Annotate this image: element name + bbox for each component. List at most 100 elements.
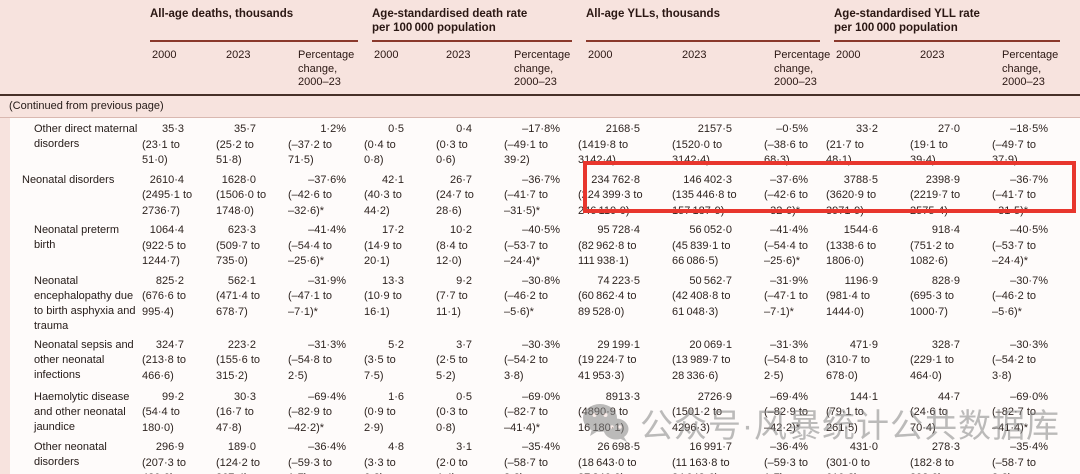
data-cell: 471·9 (310·7 to 678·0) [824,334,908,386]
cell-ci-low: (0·9 to [364,406,396,418]
watermark-text: 公众号·风暴统计公共数据库 [640,407,1060,444]
data-cell: 50 562·7 (42 408·8 to 61 048·3) [670,270,762,334]
cell-ci-low: (–58·7 to [504,456,549,469]
table-row: Other neonatal disorders 296·9 (207·3 to 42… [10,436,1080,474]
cell-ci-high: 1000·7) [910,305,948,318]
cell-value: 42·1 [381,173,404,186]
data-cell: 10·2 (8·4 to 12·0) [434,219,502,270]
cell-value: 1064·4 [149,224,184,236]
cell-value: 17·2 [381,224,404,236]
group-title-line2: per 100 000 population [372,22,496,34]
cell-ci-low: (–82·9 to [288,406,333,418]
cell-ci-low: (182·8 to [910,456,955,469]
table-body: Other direct maternal disorders 35·3 (23·1… [10,118,1080,474]
cell-ci-low: (224 399·3 to [578,189,643,201]
cell-ci-low: (2·5 to [436,354,468,366]
cell-ci-high: 12·0) [436,255,462,267]
cell-ci-low: (0·4 to [364,138,396,151]
cell-ci-high: 267·4) [214,471,286,474]
cell-ci-low: (–46·2 to [992,290,1037,302]
cell-value: 2168·5 [605,123,640,135]
label-column-spacer [10,42,150,94]
column-group-title: All-age deaths, thousands [150,7,358,42]
column-group-4: Age-standardised YLL rate per 100 000 pop… [834,7,1074,42]
cell-ci-high: 466·6) [142,369,174,382]
pct-header-line: change, [298,62,338,75]
data-cell: 29 199·1 (19 224·7 to 41 953·3) [576,334,670,386]
data-cell: 0·5 (0·4 to 0·8) [362,118,434,169]
column-group-row: All-age deaths, thousands Age-standardise… [10,7,1080,42]
cell-ci-low: (922·5 to [142,239,187,252]
data-cell: 5·2 (3·5 to 7·5) [362,334,434,386]
column-group-title: Age-standardised death rate per 100 000 p… [372,7,572,42]
cell-ci-low: (–37·2 to [288,138,333,151]
cell-ci-high: 51·8) [216,154,242,166]
cell-ci-high: –25·6)* [288,255,325,267]
cell-value: –31·3% [308,338,346,351]
pct-header-line: change, [774,62,814,75]
data-cell: –35·4% (–58·7 to 3·2) [502,436,576,474]
data-cell: 2726·9 (1501·2 to 4296·3) [670,386,762,437]
data-cell: 2398·9 (2219·7 to 2575·4) [908,169,990,220]
data-cell: 17·2 (14·9 to 20·1) [362,219,434,270]
cell-ci-high: 111 938·1) [578,255,629,267]
cell-ci-low: (–54·4 to [288,239,333,252]
cell-ci-high: 1806·0) [826,255,864,267]
data-cell: 296·9 (207·3 to 420·9) [140,436,214,474]
cell-ci-low: (23·1 to [142,138,180,151]
data-cell: 623·3 (509·7 to 735·0) [214,219,286,270]
row-label: Other neonatal disorders [34,441,107,468]
table-row: Neonatal encephalopathy due to birth asp… [10,270,1080,334]
cell-value: 3·7 [456,338,472,351]
cell-value: –41·4% [770,224,808,236]
cell-ci-low: (–53·7 to [992,239,1037,252]
cell-value: 1196·9 [844,274,878,287]
cell-value: 44·7 [937,390,960,403]
cell-ci-high: –24·4)* [992,255,1029,267]
column-group-1: All-age deaths, thousands [150,7,372,42]
cell-value: 35·7 [233,123,256,135]
cell-ci-high: –42·2)* [764,421,801,434]
cell-ci-high: 37 846·9) [576,471,670,474]
column-group-3: All-age YLLs, thousands [586,7,834,42]
cell-value: 825·2 [155,274,184,287]
data-cell: 1·2% (–37·2 to 71·5) [286,118,362,169]
data-cell: –31·3% (–54·8 to 2·5) [286,334,362,386]
cell-value: –30·8% [522,274,560,287]
cell-ci-low: (–54·2 to [504,354,549,366]
cell-ci-high: –41·4)* [992,421,1029,434]
row-label: Other direct maternal disorders [34,123,138,150]
year-2023-header: 2023 [226,49,251,61]
year-2023-header: 2023 [446,49,471,61]
row-label: Neonatal disorders [22,173,115,186]
cell-ci-high: 16·1) [364,305,390,318]
cell-ci-high: 0·8) [436,421,456,434]
cell-ci-high: –7·1)* [288,305,318,318]
data-cell: 3·1 (2·0 to 4·4) [434,436,502,474]
cell-ci-low: (–41·7 to [992,189,1037,201]
cell-ci-low: (–42·6 to [288,189,333,201]
cell-ci-high: 393·9) [908,471,990,474]
pct-header-line: change, [514,62,554,75]
data-cell: –17·8% (–49·1 to 39·2) [502,118,576,169]
sub-header-row: 2000 2023 Percentage change, 2000–23 2000 2023… [10,42,1080,94]
pct-header-line: 2000–23 [774,76,817,88]
data-cell: 918·4 (751·2 to 1082·6) [908,219,990,270]
data-cell: 3·7 (2·5 to 5·2) [434,334,502,386]
cell-value: 0·5 [388,123,404,135]
label-column-spacer [10,7,150,42]
header-divider-rule [0,94,1080,96]
data-cell: 825·2 (676·6 to 995·4) [140,270,214,334]
cell-ci-high: 61 048·3) [672,305,719,318]
data-cell: 234 762·8 (224 399·3 to 246 110·0) [576,169,670,220]
cell-ci-low: (–38·6 to [764,138,809,151]
cell-ci-low: (–46·2 to [504,290,549,302]
data-cell: 16 991·7 (11 163·8 to 24 043·6) [670,436,762,474]
cell-value: 1628·0 [221,173,256,186]
cell-value: 1544·6 [843,224,878,236]
cell-ci-low: (–82·7 to [504,406,549,418]
cell-ci-low: (42 408·8 to [672,290,731,302]
data-cell: 324·7 (213·8 to 466·6) [140,334,214,386]
cell-value: 2157·5 [697,123,732,135]
data-cell: 278·3 (182·8 to 393·9) [908,436,990,474]
